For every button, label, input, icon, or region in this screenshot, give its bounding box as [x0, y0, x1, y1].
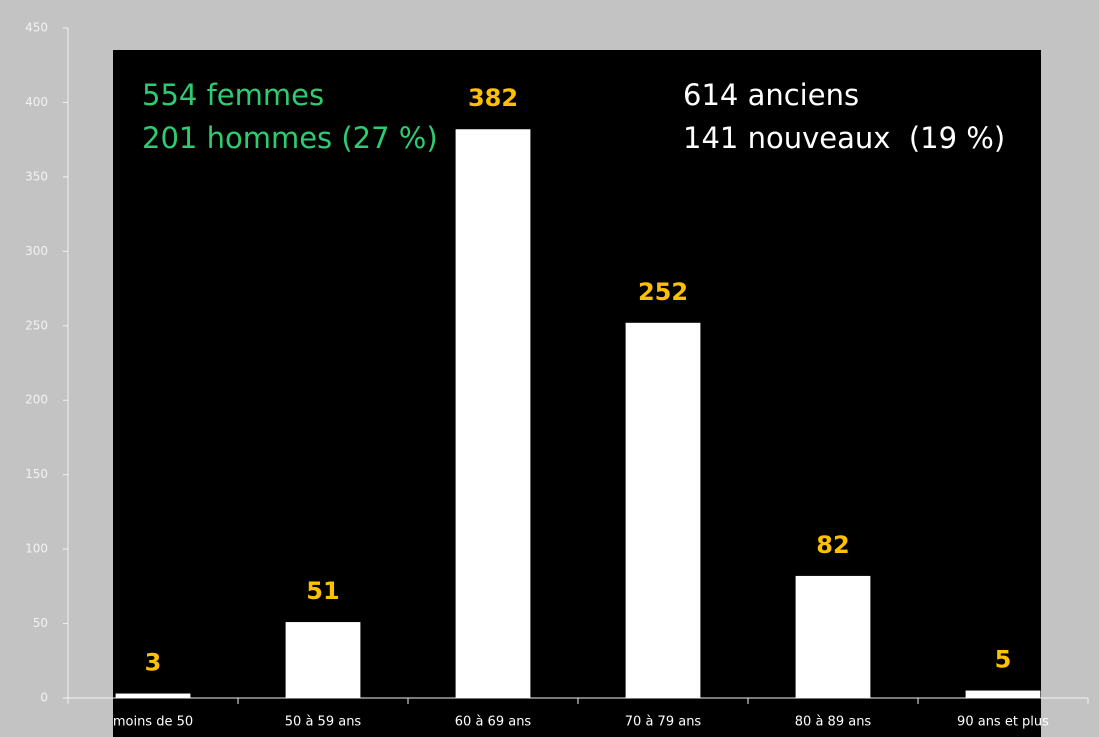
y-tick-label: 0: [40, 691, 48, 705]
y-tick-label: 200: [25, 393, 48, 407]
bar: [625, 322, 701, 698]
annotation: 554 femmes: [142, 78, 324, 112]
x-tick-label: 60 à 69 ans: [455, 715, 532, 730]
x-tick-label: 90 ans et plus: [957, 715, 1049, 730]
value-label: 5: [995, 646, 1012, 674]
value-label: 51: [306, 577, 339, 605]
bar: [285, 622, 361, 698]
value-label: 382: [468, 84, 518, 112]
bar: [455, 129, 531, 698]
bar: [965, 690, 1041, 698]
x-tick-label: 70 à 79 ans: [625, 715, 702, 730]
value-label: 82: [816, 531, 849, 559]
y-tick-label: 400: [25, 95, 48, 109]
y-tick-label: 450: [25, 21, 48, 35]
y-tick-label: 150: [25, 467, 48, 481]
annotation: 614 anciens: [683, 78, 859, 112]
y-tick-label: 50: [33, 616, 48, 630]
x-tick-label: 50 à 59 ans: [285, 715, 362, 730]
y-tick-label: 100: [25, 542, 48, 556]
value-label: 3: [145, 649, 162, 677]
x-tick-label: moins de 50: [113, 715, 193, 730]
annotation: 201 hommes (27 %): [142, 121, 438, 155]
x-tick-label: 80 à 89 ans: [795, 715, 872, 730]
bar: [115, 693, 191, 698]
bar: [795, 575, 871, 698]
plot-background: [113, 50, 1041, 737]
value-label: 252: [638, 278, 688, 306]
annotation: 141 nouveaux (19 %): [683, 121, 1005, 155]
y-tick-label: 250: [25, 318, 48, 332]
y-tick-label: 300: [25, 244, 48, 258]
y-tick-label: 350: [25, 169, 48, 183]
